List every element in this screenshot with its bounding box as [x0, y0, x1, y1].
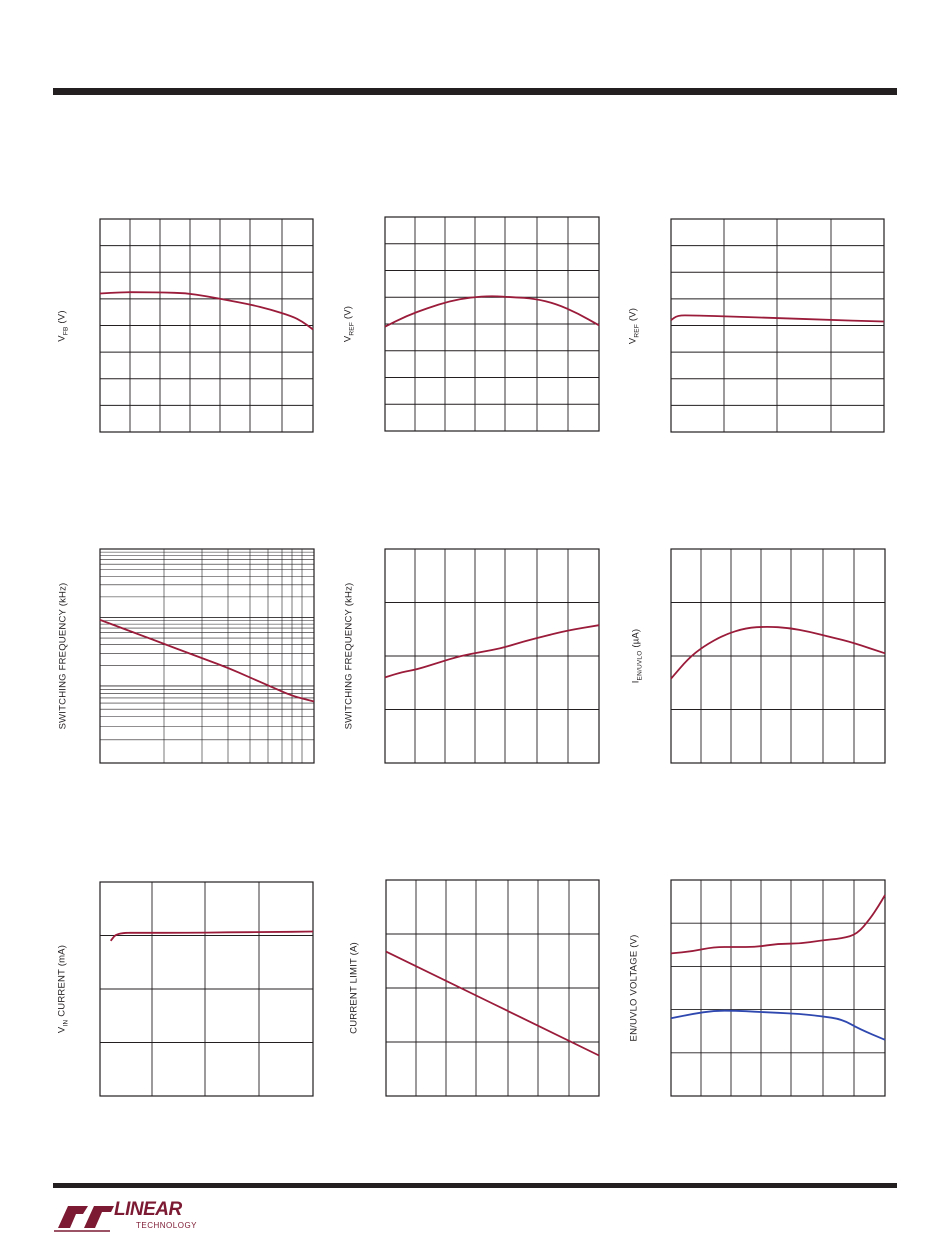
bottom-rule [53, 1183, 897, 1188]
y-axis-label-c4: SWITCHING FREQUENCY (kHz) [58, 583, 69, 730]
y-axis-label-main: EN/UVLO VOLTAGE (V) [628, 934, 640, 1042]
series-line-1 [670, 314, 885, 323]
y-axis-label-c5: SWITCHING FREQUENCY (kHz) [344, 583, 355, 730]
y-axis-label-sub: REF [348, 321, 356, 336]
chart-c3 [670, 218, 885, 433]
chart-c1 [99, 218, 314, 433]
chart-c5 [384, 548, 600, 764]
series-line-2 [670, 1009, 886, 1041]
logo-wordmark: LINEAR [114, 1199, 182, 1220]
y-axis-label-sub: EN/UVLO [636, 650, 644, 681]
chart-plot-c9 [670, 879, 886, 1097]
plot-frame [670, 218, 885, 433]
y-axis-label-main: CURRENT LIMIT (A) [348, 942, 360, 1034]
y-axis-label-main: SWITCHING FREQUENCY (kHz) [57, 582, 69, 730]
y-axis-label-main: SWITCHING FREQUENCY (kHz) [343, 582, 355, 730]
chart-plot-c1 [99, 218, 314, 433]
chart-plot-c6 [670, 548, 886, 764]
chart-c7 [99, 881, 314, 1097]
series-line-1 [109, 930, 314, 942]
plot-frame [670, 879, 886, 1097]
linear-technology-logo-icon [54, 1206, 114, 1232]
series-line-1 [384, 295, 600, 328]
chart-c4 [99, 548, 315, 764]
series-line-1 [99, 291, 314, 331]
chart-plot-c2 [384, 216, 600, 432]
y-axis-label-unit: (µA) [630, 628, 642, 651]
chart-plot-c5 [384, 548, 600, 764]
y-axis-label-c1: VFB (V) [57, 310, 70, 341]
y-axis-label-c8: CURRENT LIMIT (A) [349, 942, 360, 1034]
plot-frame [99, 548, 315, 764]
plot-frame [99, 881, 314, 1097]
y-axis-label-main: V [56, 1026, 68, 1034]
chart-plot-c3 [670, 218, 885, 433]
chart-c6 [670, 548, 886, 764]
plot-frame [384, 548, 600, 764]
plot-frame [670, 548, 886, 764]
y-axis-label-main: V [342, 335, 354, 343]
series-line-1 [670, 894, 886, 955]
y-axis-label-c3: VREF (V) [628, 307, 641, 343]
plot-frame [385, 879, 600, 1097]
series-line-1 [385, 950, 600, 1057]
y-axis-label-main: I [630, 680, 642, 684]
y-axis-label-c7: VIN CURRENT (mA) [57, 945, 70, 1033]
series-line-1 [99, 619, 315, 703]
y-axis-label-main: V [627, 337, 639, 344]
y-axis-label-main: V [56, 334, 68, 342]
y-axis-label-unit: (V) [56, 309, 68, 326]
y-axis-label-c6: IEN/UVLO (µA) [631, 629, 644, 684]
series-line-1 [384, 624, 600, 679]
y-axis-label-unit: (V) [342, 305, 354, 322]
chart-c9 [670, 879, 886, 1097]
chart-plot-c7 [99, 881, 314, 1097]
logo-subtext: TECHNOLOGY [136, 1221, 198, 1230]
y-axis-label-c9: EN/UVLO VOLTAGE (V) [629, 935, 640, 1042]
chart-plot-c4 [99, 548, 315, 764]
chart-c2 [384, 216, 600, 432]
plot-frame [384, 216, 600, 432]
y-axis-label-unit: (V) [627, 307, 639, 324]
plot-frame [99, 218, 314, 433]
top-rule [53, 88, 897, 95]
y-axis-label-sub: IN [62, 1019, 70, 1027]
y-axis-label-sub: REF [633, 323, 641, 338]
y-axis-label-c2: VREF (V) [343, 306, 356, 342]
y-axis-label-unit: CURRENT (mA) [56, 944, 68, 1020]
series-line-1 [670, 626, 886, 680]
chart-plot-c8 [385, 879, 600, 1097]
chart-c8 [385, 879, 600, 1097]
y-axis-label-sub: FB [62, 325, 70, 335]
